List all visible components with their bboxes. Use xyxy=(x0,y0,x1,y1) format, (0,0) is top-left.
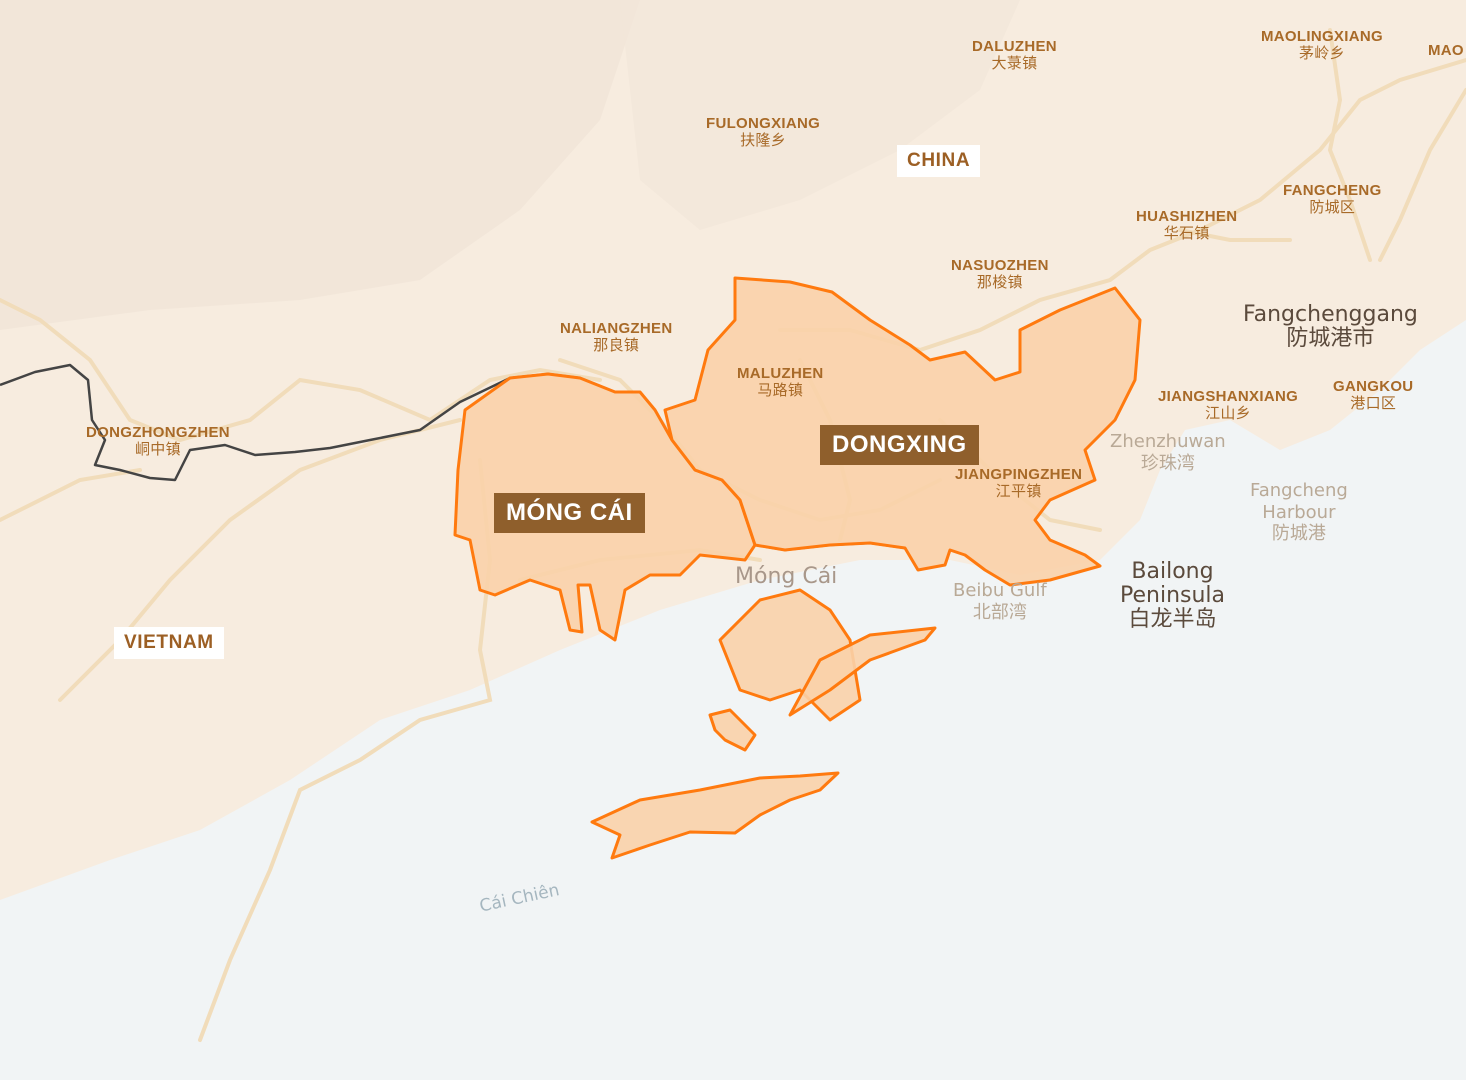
place-name: MALUZHEN xyxy=(737,365,824,382)
place-name-zh: 扶隆乡 xyxy=(740,131,787,150)
city-label-fangchenggang[interactable]: Fangchenggang 防城港市 xyxy=(1243,302,1418,352)
island-3 xyxy=(708,708,757,752)
sea xyxy=(0,320,1466,1080)
place-name: NASUOZHEN xyxy=(951,257,1049,274)
place-name: MAOLINGXIANG xyxy=(1261,28,1383,45)
place-label-maluzhen[interactable]: MALUZHEN 马路镇 xyxy=(737,365,824,400)
city-name-line2: Peninsula xyxy=(1120,583,1226,609)
place-name-zh: 港口区 xyxy=(1350,394,1397,413)
place-name: GANGKOU xyxy=(1333,378,1414,395)
place-label-naliangzhen[interactable]: NALIANGZHEN 那良镇 xyxy=(560,320,672,355)
place-name-zh: 大菉镇 xyxy=(991,54,1038,73)
place-name-zh: 峒中镇 xyxy=(135,440,181,459)
island-2 xyxy=(788,626,937,717)
place-label-daluzhen[interactable]: DALUZHEN 大菉镇 xyxy=(972,38,1057,73)
country-label-china[interactable]: CHINA xyxy=(897,145,981,177)
place-name: DALUZHEN xyxy=(972,38,1057,55)
place-label-maolingxiang[interactable]: MAOLINGXIANG 茅岭乡 xyxy=(1261,28,1383,63)
water-name-zh: 防城港 xyxy=(1271,523,1326,545)
place-name: FULONGXIANG xyxy=(706,115,821,132)
place-name: DONGZHONGZHEN xyxy=(86,424,230,441)
water-name-zh: 珍珠湾 xyxy=(1140,452,1195,474)
region-label-mong-cai[interactable]: MÓNG CÁI xyxy=(494,493,645,533)
country-label-vietnam[interactable]: VIETNAM xyxy=(114,627,224,659)
water-name-line2: Harbour xyxy=(1262,501,1336,523)
city-name: Fangchenggang xyxy=(1243,302,1418,327)
island-4 xyxy=(590,771,840,860)
water-label-zhenzhuwan[interactable]: Zhenzhuwan 珍珠湾 xyxy=(1110,431,1226,474)
place-label-jiangshanxiang[interactable]: JIANGSHANXIANG 江山乡 xyxy=(1158,388,1298,423)
city-label-bailong-peninsula[interactable]: Bailong Peninsula 白龙半岛 xyxy=(1120,559,1226,633)
terrain-shading xyxy=(0,0,1020,330)
water-name-zh: 北部湾 xyxy=(972,601,1027,623)
place-name: MAO xyxy=(1428,42,1464,59)
place-name-zh: 华石镇 xyxy=(1163,224,1210,243)
place-name: JIANGSHANXIANG xyxy=(1158,388,1299,405)
water-label-fangcheng-harbour[interactable]: Fangcheng Harbour 防城港 xyxy=(1250,480,1348,545)
water-label-beibu-gulf[interactable]: Beibu Gulf 北部湾 xyxy=(953,580,1047,623)
city-name: Móng Cái xyxy=(735,564,838,589)
place-name-zh: 那梭镇 xyxy=(976,273,1023,292)
place-name-zh: 那良镇 xyxy=(593,336,640,355)
water-name-line1: Fangcheng xyxy=(1250,480,1348,501)
place-label-nasuozhen[interactable]: NASUOZHEN 那梭镇 xyxy=(951,257,1049,292)
region-label-dongxing[interactable]: DONGXING xyxy=(820,425,979,465)
city-label-mong-cai[interactable]: Móng Cái xyxy=(735,564,838,589)
place-label-fangcheng[interactable]: FANGCHENG 防城区 xyxy=(1283,182,1382,217)
city-name-zh: 防城港市 xyxy=(1286,326,1375,352)
place-label-huashizhen[interactable]: HUASHIZHEN 华石镇 xyxy=(1136,208,1237,243)
place-name: HUASHIZHEN xyxy=(1136,208,1238,225)
highlight-regions xyxy=(453,276,1142,860)
place-name-zh: 防城区 xyxy=(1309,198,1356,217)
place-name: FANGCHENG xyxy=(1283,182,1382,199)
water-name: Zhenzhuwan xyxy=(1110,431,1226,452)
place-label-dongzhongzhen[interactable]: DONGZHONGZHEN 峒中镇 xyxy=(86,424,230,459)
water-name: Beibu Gulf xyxy=(953,580,1047,601)
place-name-zh: 江平镇 xyxy=(995,482,1042,501)
place-name-zh: 江山乡 xyxy=(1205,404,1251,423)
place-name-zh: 马路镇 xyxy=(757,381,804,400)
city-name-line1: Bailong xyxy=(1131,559,1214,584)
place-label-fulongxiang[interactable]: FULONGXIANG 扶隆乡 xyxy=(706,115,820,150)
place-label-jiangpingzhen[interactable]: JIANGPINGZHEN 江平镇 xyxy=(955,466,1082,501)
place-name: JIANGPINGZHEN xyxy=(955,466,1083,483)
place-name: NALIANGZHEN xyxy=(560,320,673,337)
city-name-zh: 白龙半岛 xyxy=(1128,607,1217,633)
place-label-mao-partial[interactable]: MAO xyxy=(1428,42,1464,59)
place-name-zh: 茅岭乡 xyxy=(1299,44,1345,63)
place-label-gangkou[interactable]: GANGKOU 港口区 xyxy=(1333,378,1413,413)
